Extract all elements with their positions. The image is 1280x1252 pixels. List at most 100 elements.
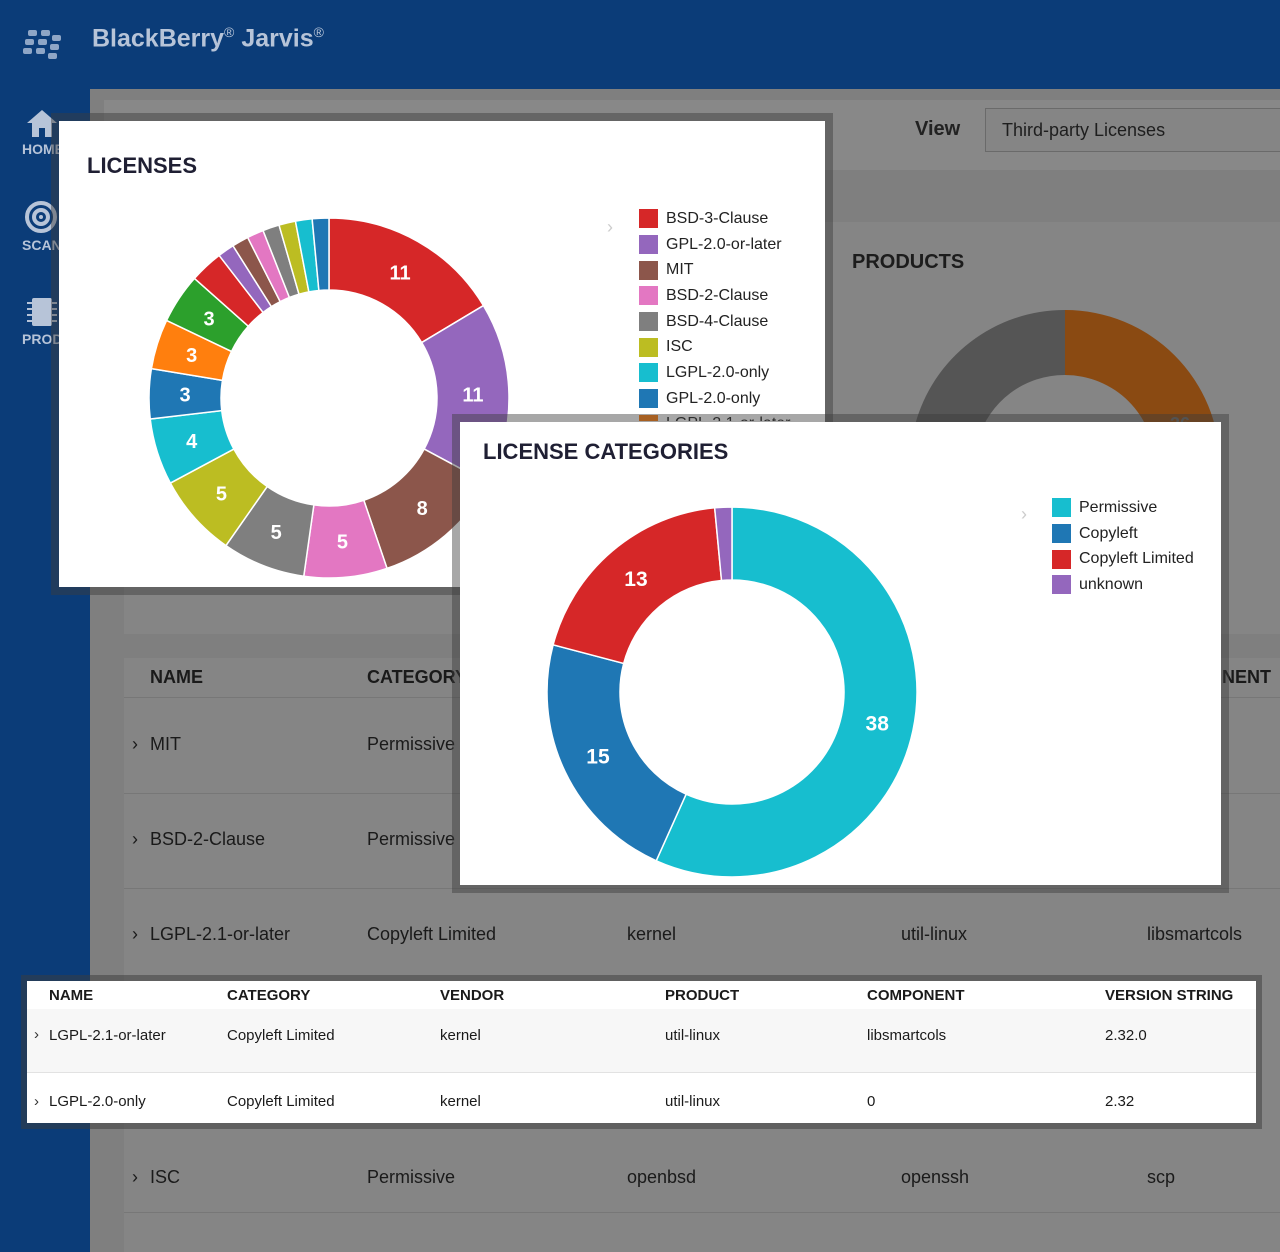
- legend-label: BSD-4-Clause: [666, 312, 769, 330]
- licenses-title: LICENSES: [87, 153, 198, 178]
- cell-component: 0: [867, 1093, 876, 1110]
- legend-label: Permissive: [1079, 498, 1158, 516]
- legend-label: Copyleft: [1079, 524, 1138, 542]
- legend-swatch: [639, 363, 658, 383]
- products-donut: 36: [915, 309, 1218, 440]
- divider: [124, 1212, 1280, 1213]
- legend-label: ISC: [666, 338, 693, 356]
- slice-value-label: 5: [216, 484, 227, 506]
- donut-slice[interactable]: [713, 506, 733, 582]
- cell-vendor: kernel: [440, 1093, 481, 1110]
- legend-item[interactable]: unknown: [1052, 572, 1194, 598]
- bg-header-category: CATEGORY: [367, 667, 468, 687]
- cell-component: libsmartcols: [867, 1027, 947, 1044]
- slice-value-label: 3: [186, 345, 197, 367]
- app-title: BlackBerry® Jarvis®: [92, 24, 324, 53]
- chevron-right-icon[interactable]: ›: [132, 829, 138, 849]
- legend-scroll-icon[interactable]: ›: [607, 217, 613, 237]
- legend-swatch: [1052, 498, 1071, 518]
- legend-label: LGPL-2.1-or-later: [666, 415, 791, 421]
- legend-swatch: [639, 209, 658, 229]
- donut-slice[interactable]: [546, 643, 688, 862]
- donut-slice[interactable]: [311, 217, 330, 292]
- legend-swatch: [639, 260, 658, 280]
- legend-label: GPL-2.0-only: [666, 389, 761, 407]
- divider: [124, 888, 1280, 889]
- legend-swatch: [639, 414, 658, 421]
- licenses-legend: BSD-3-Clause GPL-2.0-or-later MIT BSD-2-Cla…: [639, 206, 791, 421]
- header-component[interactable]: COMPONENT: [867, 987, 965, 1004]
- legend-swatch: [639, 337, 658, 357]
- legend-item[interactable]: ISC: [639, 334, 791, 360]
- view-select[interactable]: Third-party Licenses: [985, 108, 1280, 152]
- bg-cell-category: Permissive: [367, 829, 456, 849]
- blackberry-logo-icon: [23, 30, 61, 59]
- bg-cell-name: ISC: [150, 1167, 181, 1187]
- home-icon: [27, 110, 57, 137]
- license-table: NAME CATEGORY VENDOR PRODUCT COMPONENT V…: [27, 981, 1256, 1123]
- header-product[interactable]: PRODUCT: [665, 987, 740, 1004]
- cell-product: util-linux: [665, 1027, 721, 1044]
- legend-item[interactable]: LGPL-2.1-or-later: [639, 412, 791, 421]
- legend-label: GPL-2.0-or-later: [666, 235, 782, 253]
- bg-cell-vendor: openbsd: [627, 1167, 697, 1187]
- legend-label: unknown: [1079, 575, 1144, 593]
- top-bar: BlackBerry® Jarvis®: [0, 0, 1280, 89]
- header-vendor[interactable]: VENDOR: [440, 987, 505, 1004]
- legend-swatch: [639, 389, 658, 409]
- legend-swatch: [639, 312, 658, 332]
- bg-cell-category: Permissive: [367, 734, 456, 754]
- bg-cell-name: MIT: [150, 734, 181, 754]
- legend-scroll-icon[interactable]: ›: [1021, 504, 1027, 524]
- slice-value-label: 11: [462, 385, 483, 407]
- cell-category: Copyleft Limited: [227, 1027, 335, 1044]
- header-name[interactable]: NAME: [49, 987, 94, 1004]
- slice-value-label: 3: [179, 385, 190, 407]
- legend-label: BSD-2-Clause: [666, 286, 769, 304]
- header-version[interactable]: VERSION STRING: [1105, 987, 1234, 1004]
- header-category[interactable]: CATEGORY: [227, 987, 311, 1004]
- legend-item[interactable]: LGPL-2.0-only: [639, 360, 791, 386]
- legend-swatch: [639, 286, 658, 306]
- sidebar-item-home[interactable]: HOME: [0, 107, 90, 157]
- legend-item[interactable]: Copyleft Limited: [1052, 546, 1194, 572]
- slice-value-label: 3: [203, 308, 214, 330]
- legend-item[interactable]: GPL-2.0-only: [639, 386, 791, 412]
- slice-value-label: 38: [866, 712, 890, 735]
- table-row[interactable]: › LGPL-2.1-or-later Copyleft Limited ker…: [27, 1009, 1256, 1073]
- chevron-right-icon[interactable]: ›: [34, 1026, 39, 1043]
- legend-item[interactable]: BSD-4-Clause: [639, 309, 791, 335]
- sidebar-item-scan[interactable]: SCAN: [0, 199, 90, 253]
- chevron-right-icon[interactable]: ›: [132, 734, 138, 754]
- legend-item[interactable]: Copyleft: [1052, 521, 1194, 547]
- bg-cell-category: Permissive: [367, 1167, 456, 1187]
- legend-item[interactable]: BSD-2-Clause: [639, 283, 791, 309]
- categories-donut: 38 15 13: [546, 506, 918, 878]
- legend-item[interactable]: GPL-2.0-or-later: [639, 232, 791, 258]
- legend-swatch: [1052, 575, 1071, 595]
- bg-cell-name: BSD-2-Clause: [150, 829, 266, 849]
- categories-legend: Permissive Copyleft Copyleft Limited unknow…: [1052, 495, 1194, 598]
- legend-item[interactable]: BSD-3-Clause: [639, 206, 791, 232]
- chevron-right-icon[interactable]: ›: [132, 924, 138, 944]
- chevron-right-icon[interactable]: ›: [132, 1167, 138, 1187]
- cell-vendor: kernel: [440, 1027, 481, 1044]
- bg-cell-product: openssh: [901, 1167, 970, 1187]
- view-label: View: [915, 118, 961, 140]
- bg-cell-product: util-linux: [901, 924, 968, 944]
- cell-category: Copyleft Limited: [227, 1093, 335, 1110]
- legend-label: LGPL-2.0-only: [666, 363, 770, 381]
- products-title: PRODUCTS: [852, 251, 965, 273]
- legend-item[interactable]: Permissive: [1052, 495, 1194, 521]
- table-row[interactable]: › LGPL-2.0-only Copyleft Limited kernel …: [27, 1074, 1256, 1123]
- bg-cell-name: LGPL-2.1-or-later: [150, 924, 291, 944]
- legend-label: Copyleft Limited: [1079, 550, 1194, 568]
- donut-slice[interactable]: [655, 506, 918, 878]
- legend-item[interactable]: MIT: [639, 257, 791, 283]
- bg-header-name: NAME: [150, 667, 203, 687]
- chip-icon: [27, 298, 57, 326]
- chevron-right-icon[interactable]: ›: [34, 1093, 39, 1110]
- cell-version: 2.32: [1105, 1093, 1135, 1110]
- bg-cell-category: Copyleft Limited: [367, 924, 497, 944]
- bg-cell-vendor: kernel: [627, 924, 677, 944]
